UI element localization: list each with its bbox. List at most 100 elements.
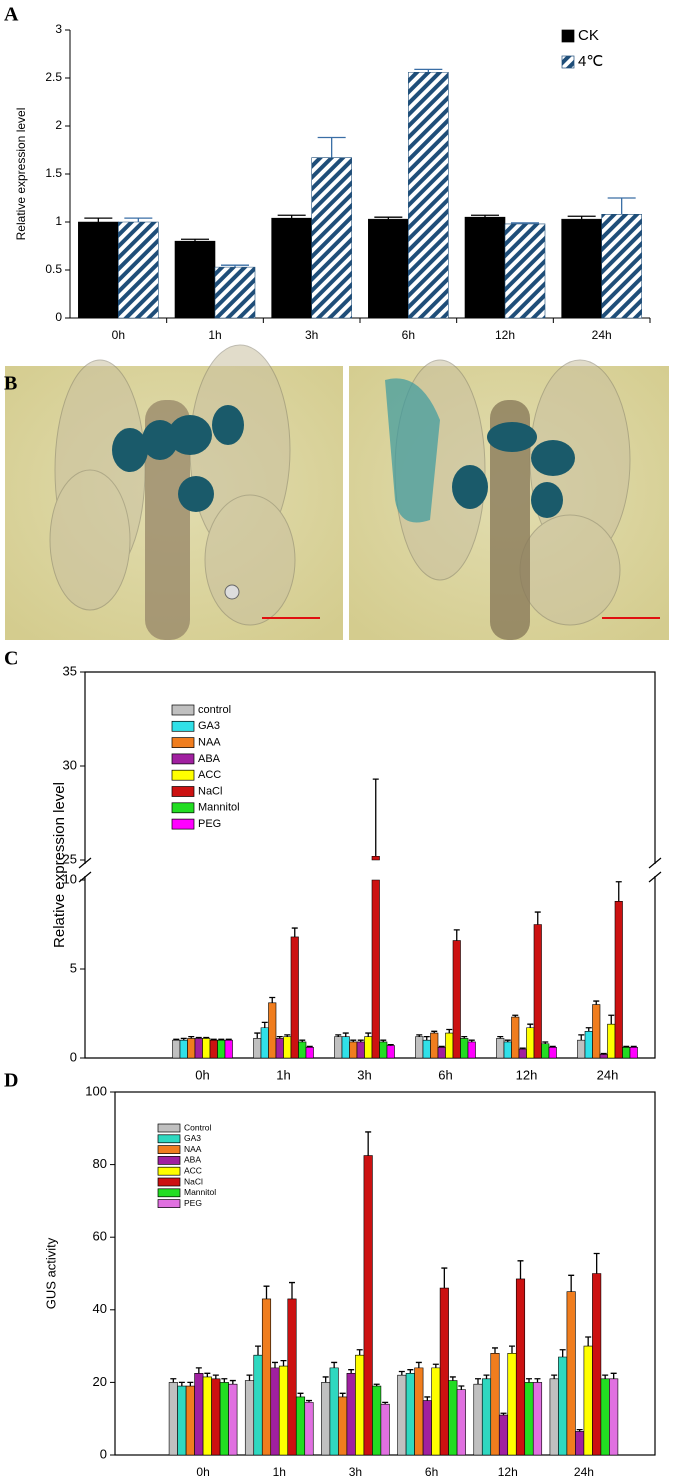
error-bar	[221, 1378, 228, 1383]
bar	[511, 1016, 520, 1059]
bar	[445, 1032, 454, 1059]
error-bar	[578, 1034, 585, 1041]
error-bar	[602, 1374, 609, 1379]
error-bar	[124, 217, 153, 222]
bar	[334, 1036, 343, 1059]
bar	[592, 1273, 602, 1456]
error-bar	[438, 1045, 445, 1048]
error-bar	[173, 1038, 180, 1041]
error-bar	[225, 1038, 232, 1041]
bar	[452, 940, 461, 1059]
bar	[349, 1041, 358, 1059]
legend-label: ABA	[184, 1155, 201, 1165]
error-bar	[549, 1045, 556, 1048]
error-bar	[297, 1392, 304, 1397]
y-tick-label: 2	[55, 118, 62, 132]
microscopy-images	[5, 344, 669, 640]
x-tick-label: 0h	[195, 1067, 209, 1082]
legend-swatch	[171, 786, 195, 797]
error-bar	[322, 1376, 329, 1383]
bar	[532, 1382, 543, 1456]
legend-label: PEG	[198, 818, 221, 830]
legend-swatch	[171, 720, 195, 732]
error-bar	[423, 1035, 430, 1041]
bar	[437, 1047, 446, 1059]
legend-swatch	[157, 1145, 181, 1154]
bar	[467, 1041, 476, 1059]
error-bar	[342, 1032, 349, 1037]
y-tick-label: 1	[55, 214, 62, 228]
legend-label: ACC	[184, 1165, 202, 1175]
error-bar	[441, 1267, 448, 1289]
panel-label: D	[4, 1070, 18, 1092]
legend-swatch	[561, 55, 575, 69]
error-bar	[380, 1039, 387, 1042]
error-bar	[483, 1374, 490, 1379]
x-tick-label: 0h	[112, 328, 125, 342]
bar	[526, 1027, 535, 1059]
error-bar	[291, 927, 298, 937]
error-bar	[511, 222, 539, 224]
bar	[228, 1383, 238, 1456]
error-bar	[567, 215, 596, 220]
bar	[305, 1047, 314, 1059]
error-bar	[181, 238, 209, 242]
x-tick-label: 1h	[276, 1067, 290, 1082]
x-tick-label: 24h	[597, 1067, 619, 1082]
legend-label: GA3	[198, 720, 220, 732]
bar	[275, 1038, 284, 1059]
bar	[496, 1038, 505, 1059]
y-tick-label: 3	[55, 22, 62, 36]
bar	[549, 1378, 559, 1456]
bar	[504, 223, 546, 319]
bar	[405, 1373, 415, 1456]
error-bar	[382, 1401, 389, 1405]
error-bar	[492, 1347, 498, 1354]
y-tick-label: 0.5	[45, 262, 62, 276]
bar	[622, 1047, 631, 1059]
error-bar	[306, 1045, 313, 1048]
legend-label: ACC	[198, 769, 221, 781]
legend-label: 4℃	[578, 53, 603, 70]
error-bar	[210, 1038, 217, 1041]
bar	[224, 1039, 233, 1059]
error-bar	[519, 1047, 526, 1050]
error-bar	[497, 1035, 504, 1039]
error-bar	[387, 1044, 394, 1046]
bar	[561, 218, 602, 319]
y-tick-label: 80	[93, 1156, 107, 1171]
error-bar	[593, 1000, 600, 1005]
bar	[599, 1054, 608, 1059]
legend-swatch	[171, 802, 195, 814]
y-tick-label: 0	[55, 310, 62, 324]
bar	[583, 1345, 593, 1456]
bar	[518, 1048, 527, 1059]
error-bar	[559, 1349, 566, 1357]
y-axis-label: GUS activity	[43, 1237, 58, 1309]
bar	[607, 1023, 616, 1059]
x-tick-label: 12h	[516, 1067, 538, 1082]
error-bar	[299, 1039, 306, 1042]
y-tick-label: 30	[63, 757, 77, 772]
bar	[217, 1039, 226, 1059]
x-tick-label: 24h	[592, 328, 612, 342]
error-bar	[593, 1252, 600, 1274]
bar	[503, 1041, 512, 1059]
error-bar	[475, 1378, 481, 1385]
bar	[541, 1043, 550, 1059]
x-tick-label: 0h	[196, 1465, 209, 1479]
error-bar	[431, 1030, 438, 1034]
x-tick-label: 1h	[208, 328, 221, 342]
panel-label: A	[4, 4, 19, 26]
bar	[448, 1380, 458, 1456]
bar	[456, 1389, 466, 1456]
error-bar	[203, 1036, 210, 1039]
bar	[592, 1004, 601, 1059]
error-bar	[630, 1045, 637, 1048]
error-bar	[424, 1396, 431, 1401]
error-bar	[261, 1021, 268, 1028]
bar	[329, 1367, 339, 1456]
bar	[379, 1041, 388, 1059]
bar	[346, 1373, 356, 1456]
